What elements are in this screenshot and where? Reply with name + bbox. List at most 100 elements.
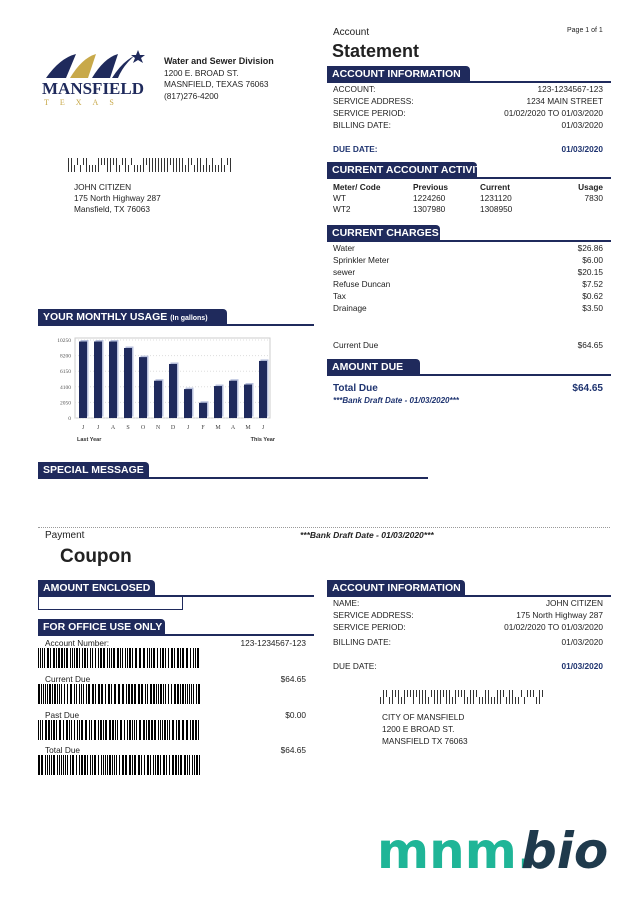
usage-bar [229,380,237,418]
this-year-label: This Year [251,437,276,443]
utility-address: Water and Sewer Division 1200 E. BROAD S… [164,56,274,102]
charges-header: CURRENT CHARGES [327,224,611,242]
charge-row: Refuse Duncan $7.52 [333,279,603,291]
account-info-header: ACCOUNT INFORMATION [327,65,611,83]
row-label: NAME: [333,598,360,608]
row-value: $0.00 [285,710,306,720]
coupon-title: Coupon [60,546,132,567]
row-label: Total Due [45,745,81,755]
x-tick-label: J [187,425,190,431]
remit-line: CITY OF MANSFIELD [382,712,465,722]
current-due-row: Current Due $64.65 [333,340,603,352]
row-value: $0.62 [582,291,603,301]
x-tick-label: F [201,425,205,431]
remit-address: CITY OF MANSFIELD 1200 E BROAD ST. MANSF… [382,711,468,747]
due-date-label: DUE DATE: [333,144,378,154]
amount-enclosed-input[interactable] [38,597,183,610]
row-label: Drainage [333,303,367,313]
usage-bar [199,402,207,418]
charge-row: Water $26.86 [333,243,603,255]
account-info-row: BILLING DATE: 01/03/2020 [333,120,603,132]
due-date-label: DUE DATE: [333,661,377,671]
amount-enclosed-header: AMOUNT ENCLOSED [38,579,314,597]
svg-text:MANSFIELD: MANSFIELD [42,79,144,98]
address-line: MASNFIELD, TEXAS 76063 [164,79,269,89]
row-label: SERVICE PERIOD: [333,108,406,118]
remit-line: 1200 E BROAD ST. [382,724,455,734]
section-title: ACCOUNT INFORMATION [327,66,470,83]
row-label: Sprinkler Meter [333,255,390,265]
column-header: Previous [413,182,449,192]
x-tick-label: M [245,425,251,431]
row-value: 01/02/2020 TO 01/03/2020 [504,108,603,118]
table-cell: WT2 [333,204,351,214]
usage-bar [94,341,102,418]
row-label: Past Due [45,710,80,720]
row-label: BILLING DATE: [333,637,391,647]
usage-bar [79,341,87,418]
row-value: 1234 MAIN STREET [526,96,603,106]
bank-draft-note: ***Bank Draft Date - 01/03/2020*** [333,396,459,405]
row-value: JOHN CITIZEN [545,598,603,608]
special-message-header: SPECIAL MESSAGE [38,461,428,479]
column-header: Current [480,182,510,192]
x-tick-label: J [262,425,265,431]
section-title: CURRENT ACCOUNT ACTIVITY [327,162,489,179]
row-value: 01/03/2020 [561,120,603,130]
remit-line: MANSFIELD TX 76063 [382,736,468,746]
row-value: 175 North Highway 287 [516,610,603,620]
usage-bar [124,347,132,418]
row-label: ACCOUNT: [333,84,376,94]
barcode [38,684,201,704]
row-label: SERVICE ADDRESS: [333,610,414,620]
row-value: 01/02/2020 TO 01/03/2020 [504,622,603,632]
office-row: Total Due $64.65 [45,745,306,757]
usage-bar [214,386,222,418]
activity-header: CURRENT ACCOUNT ACTIVITY [327,161,611,179]
current-due-label: Current Due [333,340,379,350]
x-tick-label: A [111,425,116,431]
office-row: Current Due $64.65 [45,674,306,686]
page-number: Page 1 of 1 [567,27,603,34]
barcode [38,648,201,668]
row-label: sewer [333,267,356,277]
x-tick-label: A [231,425,236,431]
office-use-header: FOR OFFICE USE ONLY [38,618,314,636]
total-due-row: Total Due $64.65 [333,383,603,395]
section-title: YOUR MONTHLY USAGE [43,311,168,323]
usage-bar [169,363,177,418]
column-header: Usage [578,182,603,192]
row-value: $3.50 [582,303,603,313]
office-row: Past Due $0.00 [45,710,306,722]
charge-row: sewer $20.15 [333,267,603,279]
row-value: $26.86 [577,243,603,253]
x-tick-label: J [82,425,85,431]
table-cell: 1307980 [413,204,446,214]
customer-name: JOHN CITIZEN [74,182,132,192]
row-label: BILLING DATE: [333,120,391,130]
row-label: Refuse Duncan [333,279,391,289]
usage-bar [154,380,162,418]
row-value: 01/03/2020 [561,637,603,647]
svg-text:bio: bio [521,822,608,878]
x-tick-label: N [156,425,161,431]
svg-text:TEXAS: TEXAS [44,98,125,107]
coupon-due-date-row: DUE DATE: 01/03/2020 [333,661,603,673]
y-tick-label: 6150 [60,369,71,375]
section-title: SPECIAL MESSAGE [38,462,149,479]
customer-street: 175 North Highway 287 [74,193,161,203]
due-date-value: 01/03/2020 [561,661,603,671]
customer-city: Mansfield, TX 76063 [74,204,150,214]
y-tick-label: 0 [68,416,71,422]
doc-title: Statement [332,41,420,61]
charge-row: Sprinkler Meter $6.00 [333,255,603,267]
coupon-info-row: SERVICE ADDRESS: 175 North Highway 287 [333,610,603,622]
column-header: Meter/ Code [333,182,381,192]
doc-label: Account [333,27,370,38]
row-label: SERVICE ADDRESS: [333,96,414,106]
total-due-value: $64.65 [572,383,603,394]
office-row: Account Number: 123-1234567-123 [45,638,306,650]
table-cell: WT [333,193,346,203]
coupon-info-row: NAME: JOHN CITIZEN [333,598,603,610]
